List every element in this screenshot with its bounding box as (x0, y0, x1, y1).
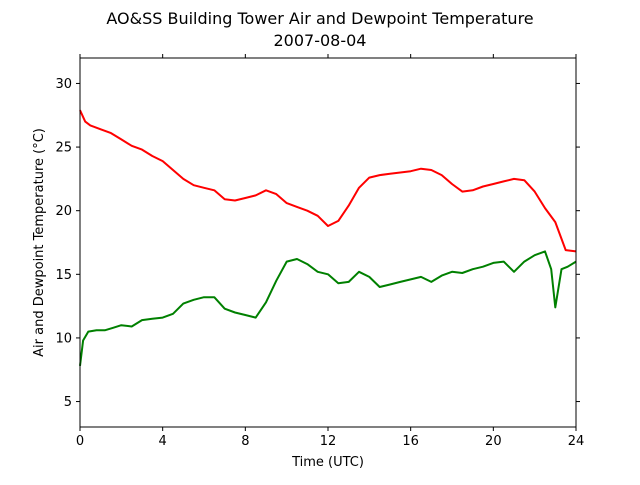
ticks-layer: 0 4 8 12 16 20 24 5 10 15 20 25 30 (55, 54, 584, 449)
x-tick-label: 0 (76, 434, 84, 449)
x-tick-label: 24 (568, 434, 585, 449)
x-axis-label: Time (UTC) (291, 455, 364, 470)
chart-subtitle: 2007-08-04 (274, 31, 367, 50)
y-tick-label: 15 (55, 268, 72, 283)
y-tick-label: 30 (55, 77, 72, 92)
x-tick-label: 12 (320, 434, 337, 449)
x-tick-label: 20 (485, 434, 502, 449)
series-layer (79, 109, 577, 367)
y-tick-label: 10 (55, 331, 72, 346)
x-tick-label: 8 (241, 434, 249, 449)
plot-frame (79, 57, 577, 428)
series-line-2 (79, 250, 577, 367)
y-axis-label: Air and Dewpoint Temperature (°C) (32, 128, 47, 357)
chart-title: AO&SS Building Tower Air and Dewpoint Te… (106, 9, 533, 28)
x-tick-label: 16 (402, 434, 419, 449)
y-tick-label: 25 (55, 141, 72, 156)
y-tick-label: 5 (64, 395, 72, 410)
series-line-1 (79, 109, 577, 253)
x-tick-label: 4 (159, 434, 167, 449)
y-tick-label: 20 (55, 204, 72, 219)
